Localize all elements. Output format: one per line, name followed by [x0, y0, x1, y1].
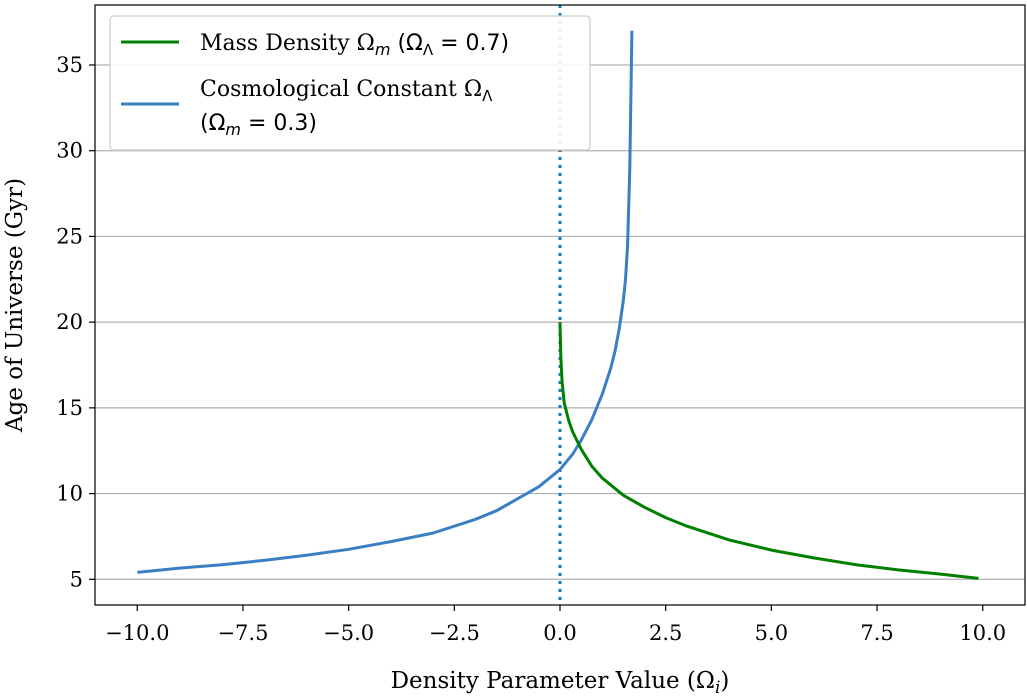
y-tick-label: 20 — [56, 310, 83, 334]
y-tick-label: 30 — [56, 139, 83, 163]
x-tick-label: −2.5 — [429, 621, 480, 645]
plot-area — [137, 5, 979, 605]
x-tick-label: 5.0 — [755, 621, 788, 645]
x-tick-label: −7.5 — [217, 621, 268, 645]
y-tick-label: 15 — [56, 396, 83, 420]
legend: Mass Density Ωm (ΩΛ = 0.7) Cosmological … — [109, 15, 591, 151]
legend-entry-cosmological-constant-line2: (Ωm = 0.3) — [200, 111, 317, 139]
x-axis-label: Density Parameter Value (Ωi) — [391, 668, 730, 697]
x-tick-label: −10.0 — [105, 621, 169, 645]
x-tick-label: 7.5 — [860, 621, 893, 645]
y-tick-label: 35 — [56, 53, 83, 77]
y-tick-label: 10 — [56, 482, 83, 506]
x-tick-label: 10.0 — [959, 621, 1006, 645]
x-tick-label: 2.5 — [649, 621, 682, 645]
series-line-mass-density — [558, 322, 979, 580]
legend-entry-mass-density: Mass Density Ωm (ΩΛ = 0.7) — [200, 31, 509, 59]
series-line-cosmological-constant — [137, 30, 634, 574]
y-tick-label: 5 — [70, 567, 83, 591]
y-axis-label: Age of Universe (Gyr) — [2, 178, 28, 433]
legend-entry-cosmological-constant: Cosmological Constant ΩΛ — [200, 77, 493, 105]
x-axis-ticks: −10.0 −7.5 −5.0 −2.5 0.0 2.5 5.0 7.5 10.0 — [105, 605, 1006, 645]
x-tick-label: 0.0 — [543, 621, 576, 645]
y-axis-ticks: 5 10 15 20 25 30 35 — [56, 53, 95, 591]
y-tick-label: 25 — [56, 224, 83, 248]
legend-box — [109, 15, 591, 151]
x-tick-label: −5.0 — [323, 621, 374, 645]
